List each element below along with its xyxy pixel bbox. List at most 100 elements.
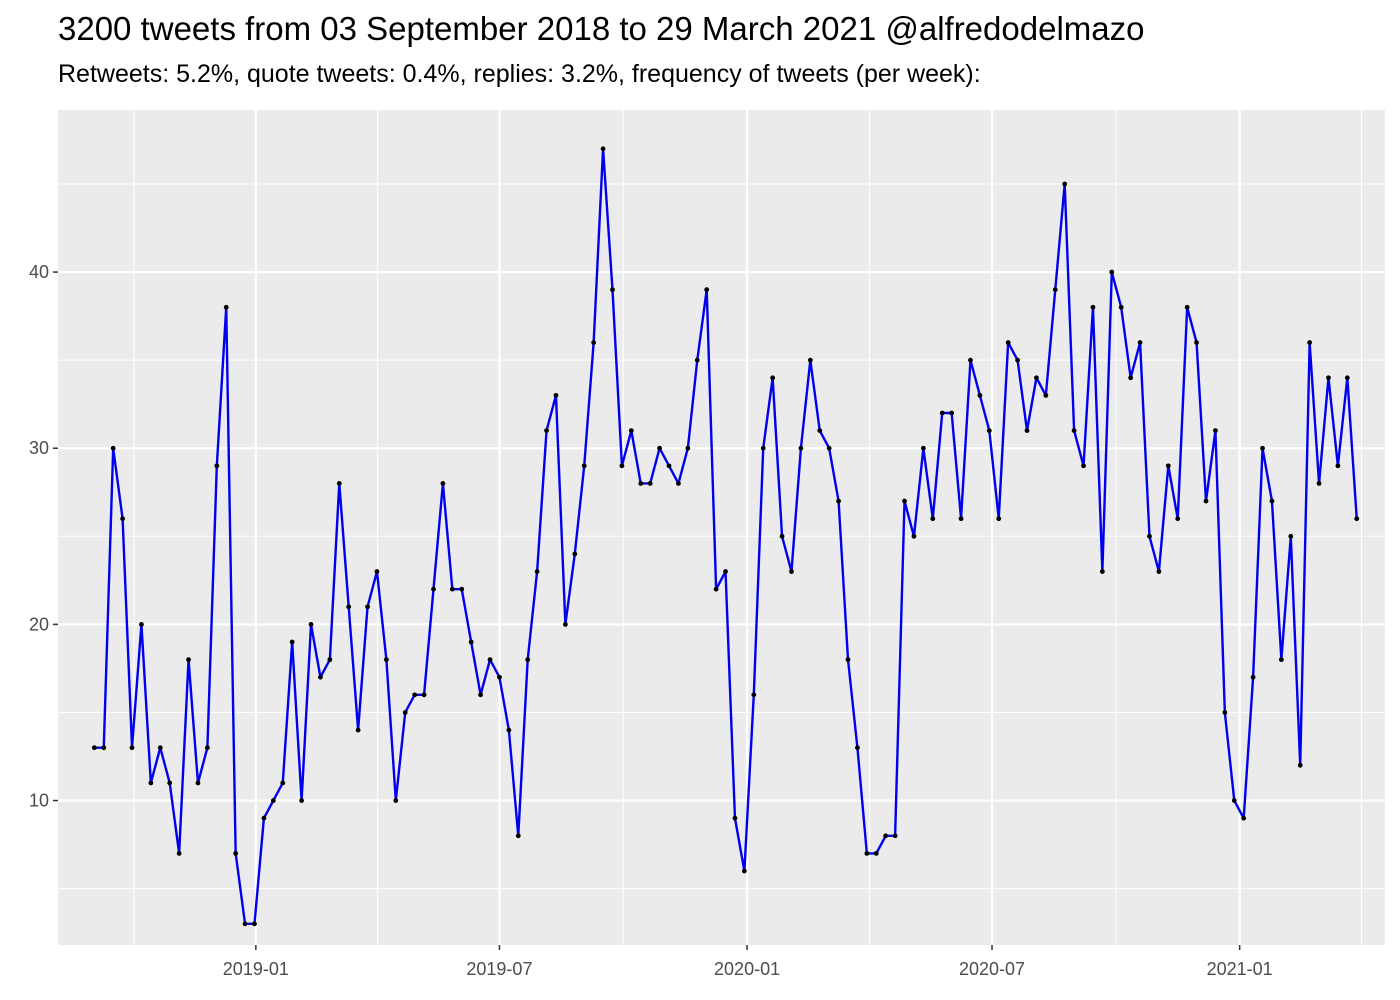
plot-panel — [58, 110, 1385, 945]
data-point — [657, 445, 662, 451]
data-point — [506, 727, 512, 733]
data-point — [91, 745, 97, 751]
data-point — [431, 586, 436, 592]
y-tick-label: 10 — [29, 791, 49, 811]
data-point — [977, 392, 983, 398]
data-point — [242, 921, 248, 927]
data-point — [789, 569, 794, 574]
data-point — [732, 815, 738, 821]
data-point — [120, 516, 125, 522]
data-point — [685, 445, 691, 451]
data-point — [1278, 657, 1284, 663]
data-point — [195, 780, 201, 786]
data-point — [157, 745, 163, 751]
chart-title: 3200 tweets from 03 September 2018 to 29… — [58, 10, 1145, 47]
data-point — [949, 410, 955, 416]
data-point — [770, 375, 776, 381]
data-point — [1326, 375, 1331, 381]
data-point — [1062, 181, 1068, 187]
data-point — [176, 851, 182, 856]
data-point — [346, 604, 352, 610]
data-point — [534, 569, 540, 574]
data-point — [497, 674, 502, 680]
data-point — [1043, 392, 1049, 398]
data-point — [628, 428, 634, 434]
y-tick-label: 30 — [29, 438, 49, 458]
data-point — [676, 481, 681, 486]
data-point — [1354, 516, 1360, 522]
data-point — [1241, 815, 1247, 821]
x-tick-label: 2019-07 — [466, 959, 532, 979]
data-point — [365, 604, 370, 610]
data-point — [1052, 287, 1058, 293]
data-point — [1005, 340, 1011, 345]
data-point — [1118, 304, 1124, 310]
data-point — [1222, 710, 1228, 715]
data-points — [91, 146, 1360, 927]
data-point — [308, 621, 314, 627]
data-point — [449, 586, 455, 592]
data-point — [1250, 674, 1256, 680]
data-point — [968, 357, 973, 363]
axis-ticks — [53, 271, 1241, 950]
data-point — [553, 392, 559, 398]
data-point — [402, 710, 408, 715]
data-point — [1015, 357, 1020, 363]
data-point — [421, 692, 427, 698]
data-point — [412, 692, 418, 698]
data-point — [600, 146, 606, 152]
data-point — [110, 445, 116, 451]
data-point — [647, 481, 653, 486]
data-point — [223, 304, 229, 310]
data-point — [478, 692, 483, 698]
data-point — [1128, 375, 1134, 381]
data-point — [836, 498, 841, 504]
data-point — [581, 463, 587, 469]
y-tick-label: 20 — [29, 614, 49, 634]
data-point — [261, 815, 267, 821]
data-point — [525, 657, 531, 663]
data-point — [1156, 569, 1162, 574]
data-point — [1071, 428, 1077, 434]
data-point — [1203, 498, 1209, 504]
data-point — [996, 516, 1002, 522]
data-point — [186, 657, 191, 663]
data-point — [148, 780, 154, 786]
data-point — [864, 851, 870, 856]
data-point — [167, 780, 173, 786]
data-point — [327, 657, 333, 663]
data-point — [638, 481, 644, 486]
data-point — [1231, 798, 1237, 803]
data-point — [694, 357, 700, 363]
data-point — [515, 833, 521, 839]
x-tick-label: 2020-01 — [714, 959, 780, 979]
data-point — [619, 463, 625, 469]
data-point — [930, 516, 936, 522]
data-point — [1194, 340, 1199, 345]
data-point — [610, 287, 615, 293]
data-point — [920, 445, 926, 451]
data-point — [1034, 375, 1039, 381]
data-point — [1184, 304, 1190, 310]
data-point — [374, 569, 380, 574]
data-point — [393, 798, 399, 803]
data-point — [939, 410, 945, 416]
chart-subtitle: Retweets: 5.2%, quote tweets: 0.4%, repl… — [58, 60, 981, 88]
data-point — [139, 621, 144, 627]
data-point — [459, 586, 465, 592]
data-point — [270, 798, 276, 803]
data-point — [572, 551, 578, 557]
data-point — [1109, 269, 1115, 275]
data-point — [911, 533, 917, 539]
data-point — [704, 287, 710, 293]
data-point — [355, 727, 361, 733]
tick-labels: 10 20 30 40 2019-01 2019-07 2020-01 2020-07 2021… — [29, 262, 1273, 979]
data-point — [986, 428, 992, 434]
data-point — [1344, 375, 1350, 381]
data-point — [1147, 533, 1152, 539]
data-point — [1099, 569, 1105, 574]
minor-gridlines — [58, 110, 1385, 945]
data-point — [666, 463, 672, 469]
data-point — [1307, 340, 1313, 345]
